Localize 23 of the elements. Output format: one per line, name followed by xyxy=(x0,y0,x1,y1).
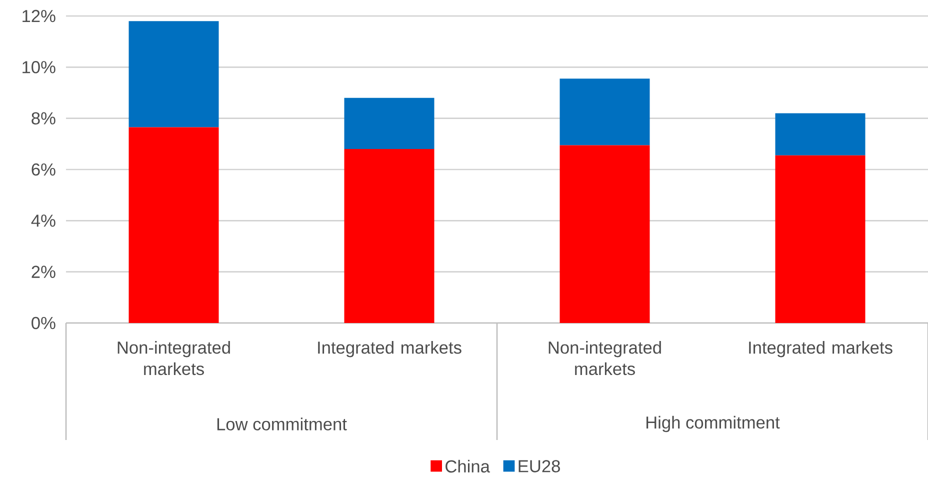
bar xyxy=(344,98,434,150)
legend-label: China xyxy=(446,460,490,473)
bar xyxy=(344,149,434,323)
y-tick-label: 2% xyxy=(32,266,56,278)
bar xyxy=(775,155,866,323)
y-tick-label: 6% xyxy=(32,163,56,176)
bar xyxy=(560,78,650,146)
x-tick-label: Integrated markets xyxy=(749,341,892,358)
bar xyxy=(560,145,650,323)
text: Low commitment xyxy=(217,418,347,430)
x-tick-label: Non-integrated markets xyxy=(548,341,661,376)
y-tick-label: 12% xyxy=(22,10,56,22)
y-tick-label: 8% xyxy=(32,112,56,124)
bar xyxy=(128,21,219,128)
bar xyxy=(775,113,866,156)
bar xyxy=(128,127,219,323)
y-tick-label: 4% xyxy=(31,214,56,227)
y-tick-label: 0% xyxy=(32,316,56,330)
text: High commitment xyxy=(646,416,780,432)
legend-label: EU28 xyxy=(518,460,560,472)
y-tick-label: 10% xyxy=(22,61,56,74)
x-tick-label: Non-integrated markets xyxy=(118,341,230,376)
x-tick-label: Integrated markets xyxy=(318,341,462,358)
